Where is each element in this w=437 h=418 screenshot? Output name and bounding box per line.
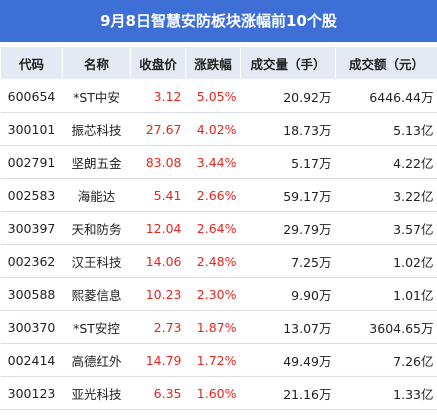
table-cell: *ST安控: [62, 310, 131, 344]
table-cell: 49.49万: [240, 343, 336, 377]
table-cell: 7.25万: [240, 244, 336, 278]
table-cell: 6446.44万: [335, 79, 437, 113]
table-cell: 1.33亿: [335, 376, 437, 410]
table-cell: 坚朗五金: [62, 145, 131, 179]
table-cell: 1.60%: [185, 376, 241, 410]
table-cell: 600654: [0, 79, 63, 113]
table-cell: 3.57亿: [335, 211, 437, 245]
table-row: 300370 *ST安控 2.73 1.87% 13.07万 3604.65万: [0, 310, 437, 344]
column-header: 收盘价: [130, 46, 186, 80]
column-header: 涨跌幅: [185, 46, 241, 80]
table-cell: 5.05%: [185, 79, 241, 113]
table-cell: 13.07万: [240, 310, 336, 344]
table-cell: 3.44%: [185, 145, 241, 179]
table-cell: 20.92万: [240, 79, 336, 113]
table-cell: 海能达: [62, 178, 131, 212]
table-row: 300397 天和防务 12.04 2.64% 29.79万 3.57亿: [0, 211, 437, 245]
column-header: 成交量（手）: [240, 46, 336, 80]
table-cell: 59.17万: [240, 178, 336, 212]
table-cell: 14.06: [130, 244, 186, 278]
table-cell: 7.26亿: [335, 343, 437, 377]
table-cell: 1.87%: [185, 310, 241, 344]
table-cell: 002583: [0, 178, 63, 212]
table-row: 002362 汉王科技 14.06 2.48% 7.25万 1.02亿: [0, 244, 437, 278]
table-row: 002414 高德红外 14.79 1.72% 49.49万 7.26亿: [0, 343, 437, 377]
table-cell: 5.17万: [240, 145, 336, 179]
table-cell: 4.22亿: [335, 145, 437, 179]
table-cell: 汉王科技: [62, 244, 131, 278]
table-cell: 9.90万: [240, 277, 336, 311]
table-cell: 亚光科技: [62, 376, 131, 410]
table-cell: 高德红外: [62, 343, 131, 377]
table-cell: 1.01亿: [335, 277, 437, 311]
table-row: 300101 振芯科技 27.67 4.02% 18.73万 5.13亿: [0, 112, 437, 146]
table-cell: 3.12: [130, 79, 186, 113]
table-cell: 18.73万: [240, 112, 336, 146]
table-cell: 002414: [0, 343, 63, 377]
table-cell: 3604.65万: [335, 310, 437, 344]
table-cell: 300397: [0, 211, 63, 245]
table-cell: 300588: [0, 277, 63, 311]
table-cell: 2.30%: [185, 277, 241, 311]
table-cell: 5.13亿: [335, 112, 437, 146]
table-cell: 12.04: [130, 211, 186, 245]
table-cell: 5.41: [130, 178, 186, 212]
table-cell: 300123: [0, 376, 63, 410]
table-cell: 天和防务: [62, 211, 131, 245]
table-cell: 4.02%: [185, 112, 241, 146]
column-header: 名称: [62, 46, 131, 80]
table-row: 300588 熙菱信息 10.23 2.30% 9.90万 1.01亿: [0, 277, 437, 311]
stock-table: 代码 名称 收盘价 涨跌幅 成交量（手） 成交额（元） 600654 *ST中安 3.12 5.…: [0, 46, 437, 410]
table-cell: 002791: [0, 145, 63, 179]
table-cell: 振芯科技: [62, 112, 131, 146]
table-cell: 10.23: [130, 277, 186, 311]
table-cell: 29.79万: [240, 211, 336, 245]
column-header: 代码: [0, 46, 63, 80]
table-cell: 27.67: [130, 112, 186, 146]
table-cell: 1.72%: [185, 343, 241, 377]
table-cell: 1.02亿: [335, 244, 437, 278]
table-cell: 6.35: [130, 376, 186, 410]
table-row: 002583 海能达 5.41 2.66% 59.17万 3.22亿: [0, 178, 437, 212]
table-row: 600654 *ST中安 3.12 5.05% 20.92万 6446.44万: [0, 79, 437, 113]
table-cell: 2.73: [130, 310, 186, 344]
table-cell: 21.16万: [240, 376, 336, 410]
table-cell: 300101: [0, 112, 63, 146]
table-cell: 2.64%: [185, 211, 241, 245]
table-cell: 2.66%: [185, 178, 241, 212]
header-row: 代码 名称 收盘价 涨跌幅 成交量（手） 成交额（元）: [0, 46, 437, 80]
table-cell: 300370: [0, 310, 63, 344]
title: 9月8日智慧安防板块涨幅前10个股: [0, 0, 437, 42]
column-header: 成交额（元）: [335, 46, 437, 80]
table-cell: 14.79: [130, 343, 186, 377]
table-cell: 熙菱信息: [62, 277, 131, 311]
table-cell: 2.48%: [185, 244, 241, 278]
table-row: 300123 亚光科技 6.35 1.60% 21.16万 1.33亿: [0, 376, 437, 410]
table-cell: 83.08: [130, 145, 186, 179]
table-cell: 002362: [0, 244, 63, 278]
table-row: 002791 坚朗五金 83.08 3.44% 5.17万 4.22亿: [0, 145, 437, 179]
table-cell: *ST中安: [62, 79, 131, 113]
table-cell: 3.22亿: [335, 178, 437, 212]
